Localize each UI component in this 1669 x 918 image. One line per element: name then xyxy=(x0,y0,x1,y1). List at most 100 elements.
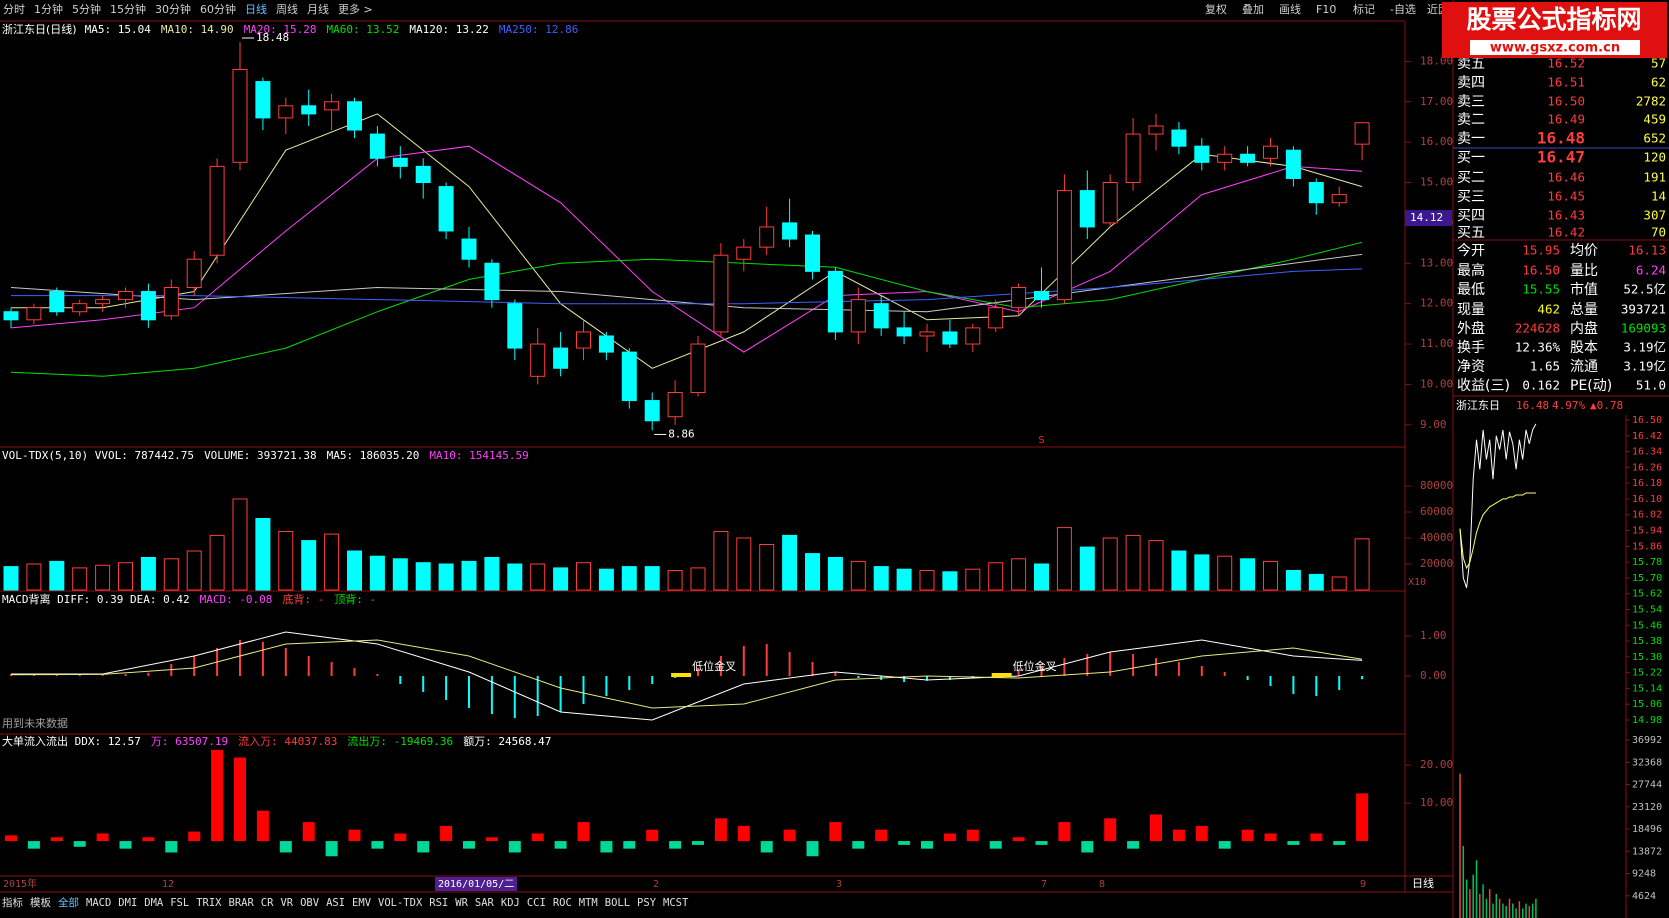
ddx-bar xyxy=(875,829,888,842)
volume-bar xyxy=(713,531,729,591)
stat-label: 净资 xyxy=(1457,359,1485,375)
indicator-tab[interactable]: ASI xyxy=(326,897,345,909)
ddx-bar xyxy=(279,841,292,853)
period-tab[interactable]: 30分钟 xyxy=(155,2,191,16)
volume-bar xyxy=(736,537,752,591)
candle-body xyxy=(1056,190,1072,301)
indicator-tab[interactable]: 指标 xyxy=(2,896,23,909)
indicator-tab[interactable]: 全部 xyxy=(58,896,79,909)
ddx-bar xyxy=(760,841,773,853)
candle-body xyxy=(1331,194,1347,204)
period-tab[interactable]: 60分钟 xyxy=(200,2,236,16)
ddx-bar xyxy=(73,841,86,847)
candle-body xyxy=(1125,133,1141,184)
tool-button[interactable]: 标记 xyxy=(1353,2,1375,16)
indicator-tab[interactable]: EMV xyxy=(352,897,372,909)
tool-button[interactable]: -自选 xyxy=(1390,3,1416,16)
y-tick-label: 17.00 xyxy=(1420,95,1453,108)
ddx-bar xyxy=(165,841,178,853)
stat-value: 15.95 xyxy=(1522,243,1560,258)
volume-bar xyxy=(1240,558,1256,591)
period-tab[interactable]: 更多 > xyxy=(338,2,373,16)
indicator-tab[interactable]: VOL-TDX xyxy=(378,897,423,909)
candle-body xyxy=(942,331,958,345)
intraday-tick-label: 16.26 xyxy=(1632,462,1662,473)
indicator-tab[interactable]: DMA xyxy=(144,897,164,909)
ddx-bar xyxy=(1081,841,1094,853)
candle-body xyxy=(278,105,294,119)
ddx-bar xyxy=(1104,818,1117,842)
indicator-line xyxy=(11,631,1363,721)
book-label: 卖一 xyxy=(1457,131,1485,147)
candle-body xyxy=(209,165,225,256)
intraday-price: 16.48 xyxy=(1516,399,1549,412)
ddx-bar xyxy=(829,822,842,842)
period-tab[interactable]: 分时 xyxy=(3,3,25,16)
intraday-tick-label: 15.22 xyxy=(1632,668,1662,679)
period-tab[interactable]: 周线 xyxy=(276,2,298,16)
indicator-tab[interactable]: DMI xyxy=(118,897,137,909)
ddx-bar xyxy=(142,837,155,842)
tool-button[interactable]: 画线 xyxy=(1279,2,1301,16)
book-label: 卖四 xyxy=(1457,75,1485,91)
volume-bar xyxy=(392,558,408,591)
indicator-tab[interactable]: FSL xyxy=(170,897,189,909)
indicator-tab[interactable]: OBV xyxy=(300,897,320,909)
volume-bar xyxy=(896,568,912,591)
period-tab[interactable]: 日线 xyxy=(245,2,267,16)
candle-body xyxy=(301,105,317,115)
indicator-tab[interactable]: VR xyxy=(280,897,293,909)
candle-body xyxy=(782,222,798,240)
book-label: 买四 xyxy=(1457,208,1485,224)
tool-button[interactable]: 复权 xyxy=(1205,2,1227,16)
period-tab[interactable]: 5分钟 xyxy=(72,2,101,16)
indicator-tab[interactable]: TRIX xyxy=(196,897,222,909)
indicator-tab[interactable]: MTM xyxy=(579,897,598,909)
period-tab[interactable]: 1分钟 xyxy=(34,2,63,16)
candle-body xyxy=(988,307,1004,329)
ddx-bar xyxy=(485,837,498,842)
period-tab[interactable]: 15分钟 xyxy=(110,2,146,16)
indicator-tab[interactable]: KDJ xyxy=(501,897,520,909)
indicator-tab[interactable]: WR xyxy=(455,897,468,909)
volume-bar xyxy=(118,562,133,591)
indicator-tab[interactable]: MCST xyxy=(663,897,689,909)
x-date-label: 2016/01/05/二 xyxy=(438,879,514,890)
volume-bar xyxy=(1194,554,1210,591)
y-tick-label: 1.00 xyxy=(1420,629,1447,642)
indicator-tab[interactable]: 模板 xyxy=(30,896,51,909)
y-tick-label: 13.00 xyxy=(1420,256,1453,269)
volume-bar xyxy=(369,555,385,591)
period-tab[interactable]: 月线 xyxy=(307,2,329,16)
candle-body xyxy=(805,234,820,272)
indicator-tab[interactable]: PSY xyxy=(637,897,657,909)
stat-value: 3.19亿 xyxy=(1623,340,1666,355)
candle-body xyxy=(759,226,775,248)
indicator-tab[interactable]: BOLL xyxy=(605,897,630,909)
tool-button[interactable]: F10 xyxy=(1316,3,1336,16)
annotation: 18.48 xyxy=(256,31,289,44)
y-tick-label: 11.00 xyxy=(1420,337,1453,350)
volume-bar xyxy=(232,498,248,591)
cursor-label-box xyxy=(1405,210,1452,227)
ddx-bar xyxy=(348,829,361,842)
book-volume: 57 xyxy=(1651,56,1666,71)
indicator-tab[interactable]: BRAR xyxy=(229,897,255,909)
indicator-tab[interactable]: CR xyxy=(261,897,274,909)
ddx-bar xyxy=(119,841,132,849)
indicator-tab[interactable]: MACD xyxy=(86,897,111,909)
indicator-tab[interactable]: CCI xyxy=(527,897,546,909)
indicator-tab[interactable]: RSI xyxy=(429,897,448,909)
tool-button[interactable]: 叠加 xyxy=(1242,3,1264,16)
volume-bar xyxy=(576,562,591,591)
legend-item: MA5: 186035.20 xyxy=(327,449,420,462)
legend-item: MA5: 15.04 xyxy=(85,23,152,36)
ddx-bar xyxy=(417,841,430,853)
volume-bar xyxy=(1056,527,1072,591)
annotation: 8.86 xyxy=(668,427,695,440)
candle-body xyxy=(1354,122,1370,145)
ddx-bar xyxy=(1310,833,1323,842)
stat-value: 224628 xyxy=(1515,321,1560,336)
indicator-tab[interactable]: ROC xyxy=(553,897,572,909)
indicator-tab[interactable]: SAR xyxy=(475,897,495,909)
